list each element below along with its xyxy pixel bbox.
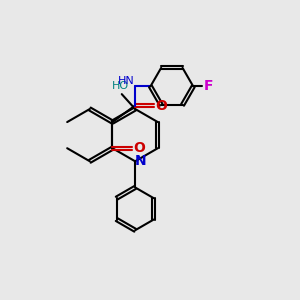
Text: N: N bbox=[135, 154, 146, 168]
Text: O: O bbox=[133, 141, 145, 155]
Text: HN: HN bbox=[118, 76, 135, 86]
Text: HO: HO bbox=[112, 81, 129, 91]
Text: F: F bbox=[203, 80, 213, 93]
Text: O: O bbox=[156, 99, 167, 113]
